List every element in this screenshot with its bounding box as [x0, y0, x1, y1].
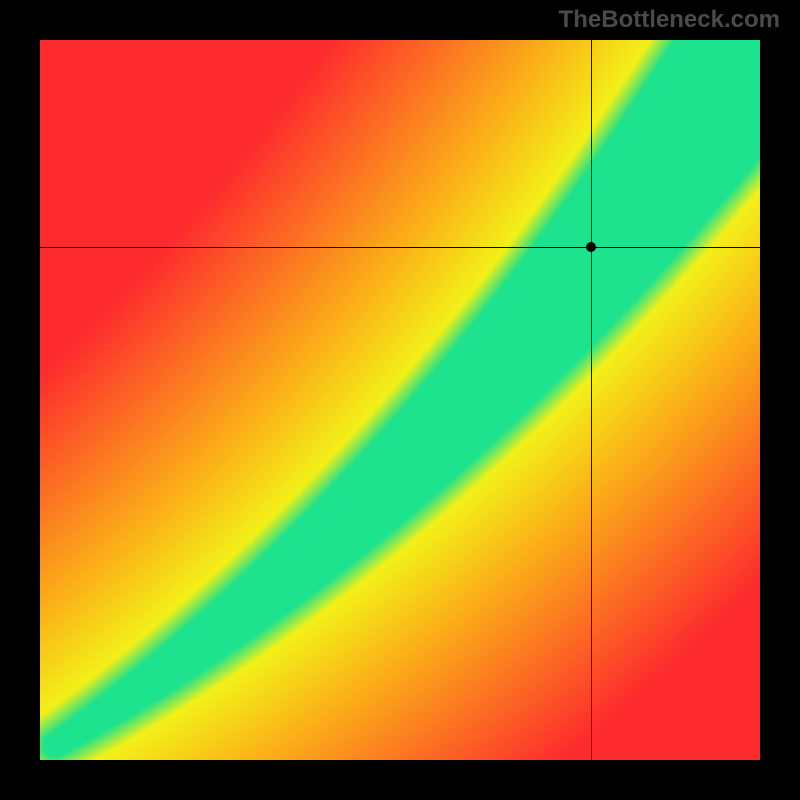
crosshair-horizontal	[40, 247, 760, 248]
watermark-text: TheBottleneck.com	[559, 6, 780, 34]
crosshair-vertical	[591, 40, 592, 760]
chart-area	[40, 40, 760, 760]
heatmap-canvas	[40, 40, 760, 760]
crosshair-point	[586, 242, 596, 252]
